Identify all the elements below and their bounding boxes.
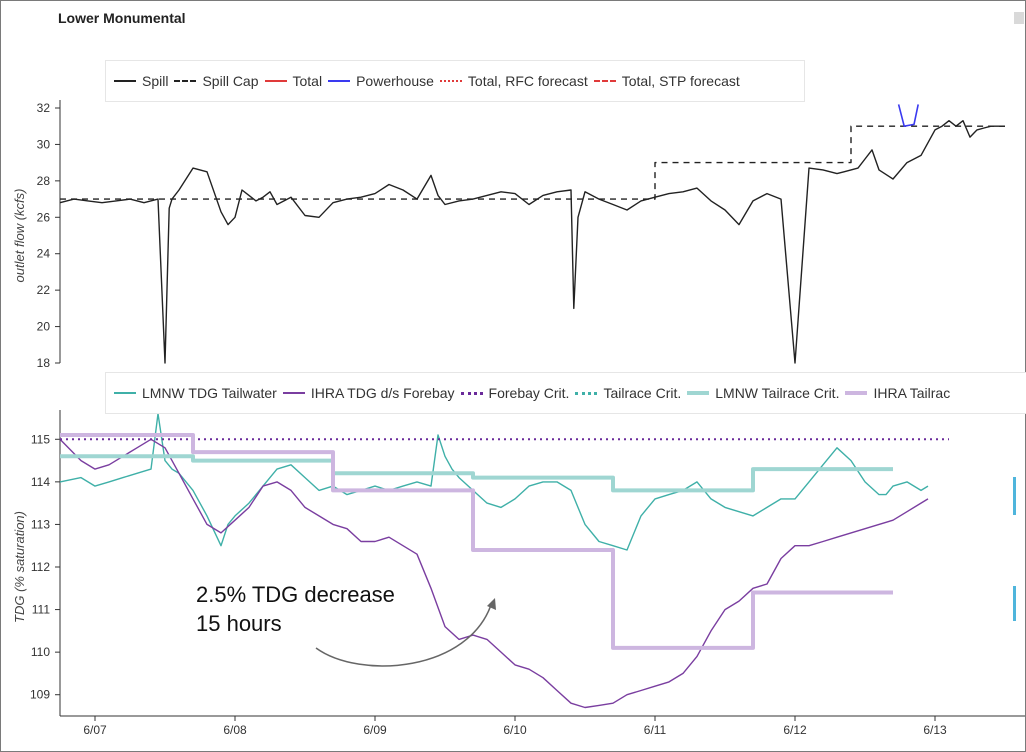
y-axis-label: TDG (% saturation) bbox=[12, 511, 27, 623]
series-spill-cap bbox=[60, 125, 1005, 200]
tdg-annotation: 2.5% TDG decrease 15 hours bbox=[196, 580, 395, 638]
legend-item[interactable]: LMNW TDG Tailwater bbox=[114, 385, 277, 401]
y-tick-label: 113 bbox=[31, 517, 50, 531]
legend-swatch bbox=[575, 391, 598, 395]
y-axis-label: outlet flow (kcfs) bbox=[12, 189, 27, 283]
annotation-line-1: 2.5% TDG decrease bbox=[196, 582, 395, 607]
legend-item[interactable]: Forebay Crit. bbox=[460, 385, 570, 401]
scrollbar-thumb[interactable] bbox=[1014, 12, 1024, 24]
legend-swatch bbox=[593, 80, 616, 82]
x-tick-label: 6/08 bbox=[223, 723, 247, 737]
y-tick-label: 110 bbox=[31, 645, 50, 659]
y-tick-label: 32 bbox=[37, 101, 51, 115]
legend-item[interactable]: IHRA Tailrac bbox=[845, 385, 950, 401]
series-lmnw-tailrace-crit- bbox=[60, 454, 893, 493]
legend-label: LMNW TDG Tailwater bbox=[142, 385, 277, 401]
y-tick-label: 30 bbox=[37, 137, 51, 151]
legend-label: Spill bbox=[142, 73, 169, 89]
legend-item[interactable]: Spill Cap bbox=[174, 73, 259, 89]
legend-item[interactable]: IHRA TDG d/s Forebay bbox=[282, 385, 455, 401]
y-tick-label: 111 bbox=[32, 603, 51, 617]
legend-label: Forebay Crit. bbox=[488, 385, 570, 401]
y-tick-label: 18 bbox=[37, 356, 51, 370]
legend-label: Total bbox=[292, 73, 323, 89]
annotation-line-2: 15 hours bbox=[196, 611, 282, 636]
tdg-plot: 109 110 111 112 113 114 115 TDG (% saturation) 6… bbox=[12, 410, 1025, 737]
legend-swatch bbox=[264, 80, 287, 82]
series-spill bbox=[59, 119, 1005, 364]
legend-label: Total, RFC forecast bbox=[467, 73, 588, 89]
y-tick-label: 28 bbox=[37, 174, 51, 188]
flow-plot: 18 20 22 24 26 28 30 32 outlet flow (kcfs) bbox=[12, 100, 1005, 370]
x-tick-label: 6/10 bbox=[503, 723, 527, 737]
legend-item[interactable]: Powerhouse bbox=[328, 73, 434, 89]
legend-label: IHRA Tailrac bbox=[873, 385, 951, 401]
x-tick-label: 6/13 bbox=[923, 723, 947, 737]
legend-swatch bbox=[460, 391, 483, 395]
legend-item[interactable]: Total, STP forecast bbox=[593, 73, 740, 89]
legend-label: LMNW Tailrace Crit. bbox=[715, 385, 840, 401]
legend-label: Tailrace Crit. bbox=[603, 385, 682, 401]
y-tick-label: 109 bbox=[30, 688, 50, 702]
flow-legend: Spill Spill Cap Total Powerhouse Total, RFC … bbox=[105, 60, 805, 102]
side-marker-upper bbox=[1013, 477, 1016, 515]
series-ihra-tdg-d-s-forebay bbox=[59, 438, 929, 709]
legend-swatch bbox=[174, 80, 197, 82]
y-tick-label: 24 bbox=[37, 247, 51, 261]
legend-item[interactable]: Total bbox=[264, 73, 323, 89]
legend-label: Spill Cap bbox=[202, 73, 259, 89]
legend-label: IHRA TDG d/s Forebay bbox=[310, 385, 455, 401]
legend-swatch bbox=[114, 392, 136, 394]
x-tick-label: 6/07 bbox=[83, 723, 107, 737]
legend-swatch bbox=[845, 391, 868, 395]
y-tick-label: 22 bbox=[37, 283, 51, 297]
legend-swatch bbox=[114, 80, 136, 82]
x-tick-label: 6/11 bbox=[644, 723, 667, 737]
y-tick-label: 114 bbox=[31, 475, 50, 489]
legend-swatch bbox=[282, 392, 305, 394]
y-tick-label: 112 bbox=[31, 560, 50, 574]
legend-swatch bbox=[328, 80, 351, 82]
y-tick-label: 115 bbox=[31, 432, 50, 446]
y-tick-label: 20 bbox=[37, 320, 51, 334]
legend-item[interactable]: Total, RFC forecast bbox=[439, 73, 588, 89]
legend-item[interactable]: Spill bbox=[114, 73, 168, 89]
legend-swatch bbox=[439, 80, 462, 82]
y-tick-label: 26 bbox=[37, 210, 51, 224]
legend-swatch bbox=[687, 391, 710, 395]
legend-label: Total, STP forecast bbox=[621, 73, 740, 89]
x-tick-label: 6/09 bbox=[363, 723, 387, 737]
x-tick-label: 6/12 bbox=[783, 723, 807, 737]
tdg-legend: LMNW TDG Tailwater IHRA TDG d/s Forebay Fo… bbox=[105, 372, 1026, 414]
page-title: Lower Monumental bbox=[58, 10, 186, 26]
legend-label: Powerhouse bbox=[356, 73, 434, 89]
annotation-arrow bbox=[315, 598, 496, 667]
series-powerhouse bbox=[897, 104, 919, 127]
legend-item[interactable]: Tailrace Crit. bbox=[575, 385, 681, 401]
legend-item[interactable]: LMNW Tailrace Crit. bbox=[687, 385, 839, 401]
side-marker-lower bbox=[1013, 586, 1016, 621]
series-ihra-tailrace-crit- bbox=[60, 433, 893, 650]
